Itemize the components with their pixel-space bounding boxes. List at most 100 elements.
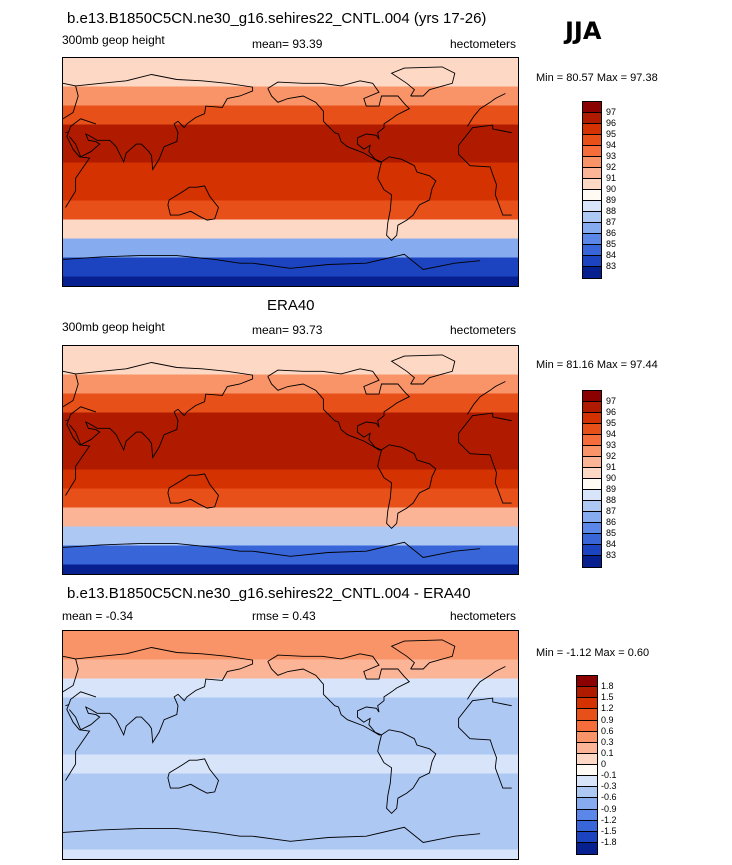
colorbar-tick-label: 94 bbox=[606, 429, 617, 439]
coastline bbox=[267, 653, 411, 736]
colorbar-swatch bbox=[583, 435, 601, 446]
contour-band bbox=[63, 105, 518, 125]
colorbar-tick-label: 89 bbox=[606, 484, 617, 494]
contour-band bbox=[63, 86, 518, 106]
colorbar-swatch bbox=[577, 809, 597, 821]
contour-band bbox=[63, 431, 518, 451]
coastline bbox=[377, 156, 437, 242]
colorbar-tick-label: -0.9 bbox=[601, 803, 617, 814]
contour-band bbox=[63, 545, 518, 565]
colorbar-swatch bbox=[583, 490, 601, 501]
colorbar-tick-label: 1.2 bbox=[601, 703, 614, 714]
panel3-title: b.e13.B1850C5CN.ne30_g16.sehires22_CNTL.… bbox=[67, 585, 471, 602]
colorbar-tick-label: 88 bbox=[606, 495, 617, 505]
colorbar-swatch bbox=[577, 742, 597, 754]
colorbar-tick-label: 84 bbox=[606, 539, 617, 549]
panel3-map bbox=[62, 630, 519, 860]
panel2-map bbox=[62, 345, 519, 575]
coastline bbox=[63, 826, 481, 843]
contour-band bbox=[63, 346, 518, 375]
colorbar-swatch bbox=[577, 776, 597, 788]
colorbar-tick-label: 91 bbox=[606, 173, 617, 183]
colorbar-tick-label: 1.8 bbox=[601, 681, 614, 692]
colorbar-swatch bbox=[583, 479, 601, 490]
colorbar-swatch bbox=[583, 256, 601, 267]
panel3-mean-label: mean = -0.34 bbox=[62, 609, 134, 623]
colorbar-swatch bbox=[583, 413, 601, 424]
contour-band bbox=[63, 773, 518, 793]
contour-band bbox=[63, 792, 518, 812]
colorbar-swatch bbox=[577, 676, 597, 688]
contour-band bbox=[63, 811, 518, 831]
colorbar-swatch bbox=[583, 102, 601, 113]
colorbar-tick-label: 85 bbox=[606, 239, 617, 249]
contour-band bbox=[63, 754, 518, 774]
colorbar-tick-label: 97 bbox=[606, 396, 617, 406]
colorbar-tick-label: 0.3 bbox=[601, 736, 614, 747]
colorbar-swatch bbox=[577, 820, 597, 832]
panel2-colorbar bbox=[582, 390, 602, 568]
colorbar-tick-label: 88 bbox=[606, 206, 617, 216]
contour-band bbox=[63, 219, 518, 239]
colorbar-tick-label: 95 bbox=[606, 418, 617, 428]
panel2-minmax-label: Min = 81.16 Max = 97.44 bbox=[536, 359, 658, 371]
colorbar-tick-label: 92 bbox=[606, 162, 617, 172]
coastline bbox=[167, 473, 220, 509]
panel3-map-svg bbox=[63, 631, 518, 859]
colorbar-swatch bbox=[583, 457, 601, 468]
contour-band bbox=[63, 412, 518, 432]
colorbar-swatch bbox=[583, 501, 601, 512]
contour-band bbox=[63, 238, 518, 258]
colorbar-swatch bbox=[583, 201, 601, 212]
colorbar-swatch bbox=[583, 391, 601, 402]
panel1-map-svg bbox=[63, 58, 518, 286]
coastline bbox=[63, 82, 512, 216]
panel3-units-label: hectometers bbox=[450, 609, 517, 623]
colorbar-tick-label: 93 bbox=[606, 440, 617, 450]
contour-band bbox=[63, 631, 518, 660]
colorbar-swatch bbox=[577, 698, 597, 710]
coastline bbox=[68, 647, 254, 744]
contour-band bbox=[63, 507, 518, 527]
colorbar-swatch bbox=[583, 424, 601, 435]
colorbar-swatch bbox=[583, 223, 601, 234]
contour-band bbox=[63, 849, 518, 859]
contour-band bbox=[63, 393, 518, 413]
colorbar-swatch bbox=[583, 157, 601, 168]
coastline bbox=[68, 362, 254, 459]
coastline bbox=[390, 354, 456, 385]
panel1-title: b.e13.B1850C5CN.ne30_g16.sehires22_CNTL.… bbox=[67, 10, 487, 27]
colorbar-swatch bbox=[583, 234, 601, 245]
coastline bbox=[167, 758, 220, 794]
colorbar-swatch bbox=[577, 798, 597, 810]
colorbar-tick-label: 86 bbox=[606, 517, 617, 527]
colorbar-tick-label: 1.5 bbox=[601, 692, 614, 703]
contour-band bbox=[63, 469, 518, 489]
colorbar-swatch bbox=[583, 446, 601, 457]
colorbar-swatch bbox=[583, 113, 601, 124]
contour-band bbox=[63, 181, 518, 201]
colorbar-tick-label: 83 bbox=[606, 550, 617, 560]
panel2-map-svg bbox=[63, 346, 518, 574]
contour-band bbox=[63, 678, 518, 698]
colorbar-swatch bbox=[583, 124, 601, 135]
colorbar-swatch bbox=[577, 720, 597, 732]
coastline bbox=[167, 185, 220, 221]
colorbar-tick-label: 85 bbox=[606, 528, 617, 538]
colorbar-tick-label: 96 bbox=[606, 118, 617, 128]
panel1-minmax-label: Min = 80.57 Max = 97.38 bbox=[536, 72, 658, 84]
contour-band bbox=[63, 374, 518, 394]
colorbar-swatch bbox=[583, 190, 601, 201]
colorbar-tick-label: -0.1 bbox=[601, 770, 617, 781]
colorbar-tick-label: 90 bbox=[606, 473, 617, 483]
colorbar-tick-label: 89 bbox=[606, 195, 617, 205]
coastline bbox=[63, 253, 481, 270]
coastline bbox=[68, 74, 254, 171]
colorbar-swatch bbox=[583, 534, 601, 545]
coastline bbox=[63, 370, 512, 504]
colorbar-swatch bbox=[583, 556, 601, 567]
colorbar-tick-label: 83 bbox=[606, 261, 617, 271]
colorbar-tick-label: 90 bbox=[606, 184, 617, 194]
panel1-colorbar bbox=[582, 101, 602, 279]
colorbar-tick-label: -1.2 bbox=[601, 814, 617, 825]
